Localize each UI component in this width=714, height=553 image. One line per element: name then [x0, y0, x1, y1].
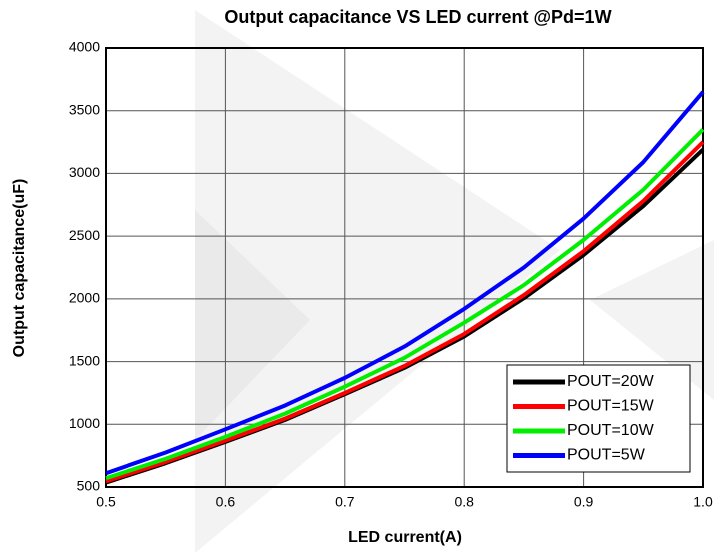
- legend-label: POUT=10W: [567, 422, 655, 439]
- legend-label: POUT=5W: [567, 447, 646, 464]
- line-series: [105, 140, 705, 484]
- chart-title: Output capacitance VS LED current @Pd=1W: [224, 7, 611, 27]
- y-axis-label: Output capacitance(uF): [11, 179, 28, 358]
- y-tick-label: 4000: [69, 39, 100, 55]
- watermark-shape: [195, 210, 310, 440]
- y-tick-label: 2500: [69, 227, 100, 243]
- x-tick-label: 0.9: [574, 494, 594, 510]
- line-series: [105, 128, 705, 481]
- x-tick-label: 0.6: [216, 494, 236, 510]
- y-tick-label: 3500: [69, 101, 100, 117]
- line-series: [105, 90, 705, 476]
- watermark-shape: [590, 240, 714, 400]
- y-tick-label: 1500: [69, 352, 100, 368]
- x-tick-label: 0.5: [96, 494, 116, 510]
- x-tick-label: 1.0: [693, 494, 713, 510]
- y-tick-label: 2000: [69, 290, 100, 306]
- y-tick-label: 500: [77, 478, 101, 494]
- x-axis-label: LED current(A): [348, 529, 462, 546]
- y-tick-label: 1000: [69, 415, 100, 431]
- x-tick-label: 0.7: [335, 494, 355, 510]
- plot-frame: [105, 47, 704, 488]
- legend-label: POUT=20W: [567, 373, 655, 390]
- x-tick-label: 0.8: [454, 494, 474, 510]
- legend-label: POUT=15W: [567, 398, 655, 415]
- y-tick-label: 3000: [69, 164, 100, 180]
